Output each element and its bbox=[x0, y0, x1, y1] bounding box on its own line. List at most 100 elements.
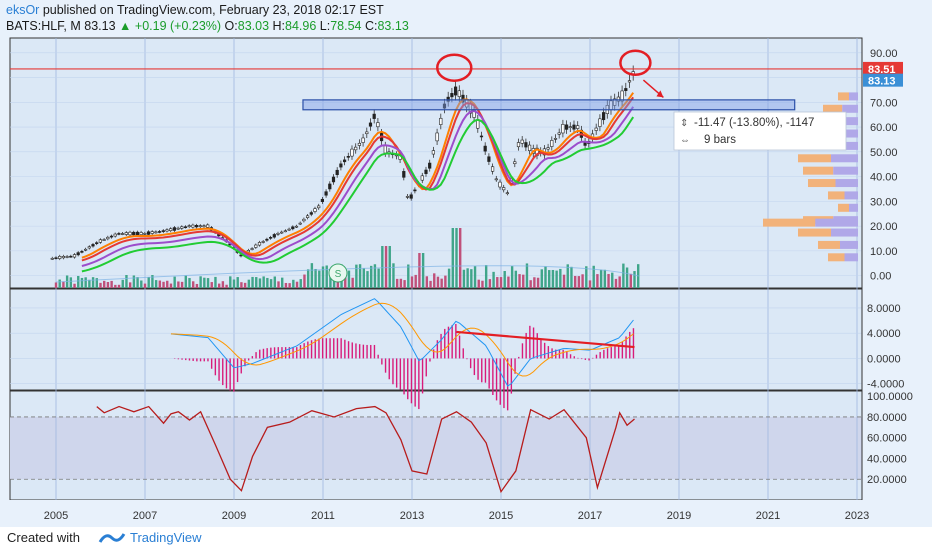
ema-orange-line bbox=[81, 92, 635, 259]
volume-bar bbox=[166, 280, 169, 288]
volume-bar bbox=[588, 280, 592, 288]
volume-bar bbox=[429, 280, 432, 288]
volume-bar bbox=[236, 277, 239, 288]
candle bbox=[169, 228, 173, 231]
candle bbox=[139, 232, 143, 235]
volume-profile-bar bbox=[831, 228, 858, 237]
measure-box bbox=[673, 111, 847, 151]
candle bbox=[409, 194, 413, 199]
candle bbox=[65, 256, 69, 258]
candle bbox=[261, 241, 265, 243]
candle bbox=[339, 163, 343, 168]
volume-profile-bar bbox=[838, 92, 849, 101]
volume-bar bbox=[507, 276, 510, 288]
price-pane bbox=[9, 37, 863, 289]
volume-bar bbox=[399, 278, 403, 288]
volume-profile-bar bbox=[828, 191, 845, 200]
volume-bar bbox=[314, 268, 317, 288]
volume-bar bbox=[329, 271, 332, 288]
candle bbox=[627, 80, 632, 83]
volume-bar bbox=[147, 277, 150, 288]
time-tick-label: 2023 bbox=[845, 510, 869, 522]
volume-bar bbox=[410, 276, 414, 288]
volume-ma-line bbox=[55, 265, 640, 283]
volume-bar bbox=[514, 270, 518, 288]
volume-bar bbox=[425, 276, 429, 288]
candle bbox=[61, 256, 65, 259]
candle bbox=[305, 215, 310, 218]
candle bbox=[601, 112, 606, 121]
up-arrow-icon: ▲ bbox=[119, 19, 132, 33]
candle bbox=[546, 147, 550, 150]
rsi-line bbox=[96, 405, 635, 494]
split-marker-label: S bbox=[335, 269, 342, 280]
candle bbox=[91, 244, 95, 247]
ema-purple-line bbox=[81, 106, 635, 267]
candle bbox=[265, 238, 269, 241]
volume-bar bbox=[162, 281, 165, 288]
time-tick-label: 2011 bbox=[311, 510, 335, 522]
publish-line: eksOr published on TradingView.com, Febr… bbox=[6, 3, 384, 17]
candle bbox=[553, 138, 558, 140]
candle bbox=[72, 254, 77, 258]
candle bbox=[368, 122, 373, 127]
volume-bar bbox=[529, 280, 532, 288]
volume-bar bbox=[462, 269, 466, 288]
candle bbox=[58, 256, 62, 259]
candle bbox=[254, 244, 258, 248]
candle bbox=[132, 231, 136, 236]
macd-trendline bbox=[456, 330, 635, 349]
volume-bar bbox=[559, 268, 562, 288]
candle bbox=[272, 234, 276, 238]
candle bbox=[479, 135, 484, 138]
volume-bar bbox=[128, 282, 132, 288]
volume-bar bbox=[180, 281, 184, 288]
macd-tick-label: 8.0000 bbox=[867, 303, 901, 315]
volume-bar bbox=[540, 269, 543, 288]
volume-bar bbox=[577, 276, 581, 288]
volume-bar bbox=[622, 263, 625, 288]
volume-bar bbox=[299, 279, 302, 288]
tradingview-logo-icon bbox=[98, 533, 126, 543]
volume-bar bbox=[277, 281, 280, 288]
volume-bar bbox=[488, 279, 492, 288]
volume-bar bbox=[266, 277, 269, 288]
volume-bar bbox=[121, 279, 124, 288]
volume-bar bbox=[444, 275, 447, 288]
volume-bar bbox=[618, 276, 621, 288]
candle bbox=[331, 176, 336, 183]
volume-bar bbox=[585, 266, 588, 288]
author-link[interactable]: eksOr bbox=[6, 3, 40, 17]
candle bbox=[102, 239, 106, 241]
macd-signal-line bbox=[170, 302, 634, 377]
volume-bar bbox=[611, 272, 614, 288]
low-value: 78.54 bbox=[330, 19, 362, 33]
volume-bar bbox=[88, 279, 91, 288]
volume-bar bbox=[377, 268, 380, 288]
tradingview-brand[interactable]: TradingView bbox=[130, 530, 202, 545]
volume-bar bbox=[195, 283, 199, 288]
candle bbox=[291, 226, 295, 230]
volume-profile-bar bbox=[849, 92, 858, 101]
candle bbox=[557, 132, 561, 135]
ema-red-line bbox=[81, 96, 635, 262]
candle bbox=[98, 239, 102, 243]
candle bbox=[431, 150, 435, 155]
volume-bar bbox=[555, 270, 558, 288]
volume-bar bbox=[470, 269, 473, 288]
candle bbox=[402, 171, 406, 178]
volume-bar bbox=[633, 271, 636, 288]
candle bbox=[342, 159, 347, 163]
volume-bar bbox=[62, 281, 65, 288]
candle bbox=[520, 139, 524, 144]
time-tick-label: 2013 bbox=[400, 510, 424, 522]
volume-bar bbox=[566, 264, 569, 288]
volume-profile-bar bbox=[818, 240, 840, 249]
candle bbox=[616, 96, 620, 102]
candle bbox=[498, 181, 502, 188]
volume-bar bbox=[362, 268, 365, 288]
price-tick-label: 70.00 bbox=[870, 97, 898, 109]
price-tick-label: 30.00 bbox=[870, 196, 898, 208]
volume-bar bbox=[173, 276, 176, 288]
